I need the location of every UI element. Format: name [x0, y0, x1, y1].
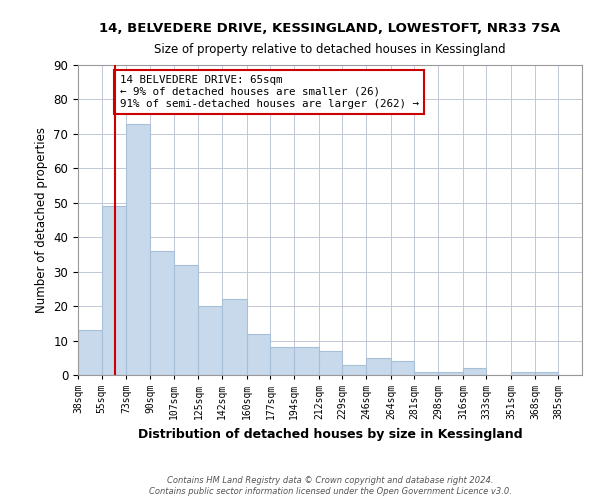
Bar — [78, 330, 101, 375]
Bar — [511, 372, 535, 375]
Y-axis label: Number of detached properties: Number of detached properties — [35, 127, 48, 313]
Text: Contains public sector information licensed under the Open Government Licence v3: Contains public sector information licen… — [149, 488, 511, 496]
Bar — [199, 306, 222, 375]
Bar — [101, 206, 127, 375]
Bar — [271, 348, 294, 375]
Text: Contains HM Land Registry data © Crown copyright and database right 2024.: Contains HM Land Registry data © Crown c… — [167, 476, 493, 485]
Bar — [127, 124, 150, 375]
Bar — [150, 251, 173, 375]
Bar — [222, 299, 247, 375]
Text: 14, BELVEDERE DRIVE, KESSINGLAND, LOWESTOFT, NR33 7SA: 14, BELVEDERE DRIVE, KESSINGLAND, LOWEST… — [100, 22, 560, 36]
Bar — [173, 265, 199, 375]
Bar — [535, 372, 559, 375]
Text: Size of property relative to detached houses in Kessingland: Size of property relative to detached ho… — [154, 42, 506, 56]
Bar — [294, 348, 319, 375]
X-axis label: Distribution of detached houses by size in Kessingland: Distribution of detached houses by size … — [137, 428, 523, 440]
Bar — [438, 372, 463, 375]
Bar — [366, 358, 391, 375]
Bar — [247, 334, 271, 375]
Bar — [415, 372, 438, 375]
Text: 14 BELVEDERE DRIVE: 65sqm
← 9% of detached houses are smaller (26)
91% of semi-d: 14 BELVEDERE DRIVE: 65sqm ← 9% of detach… — [119, 76, 419, 108]
Bar — [319, 351, 343, 375]
Bar — [463, 368, 487, 375]
Bar — [391, 361, 415, 375]
Bar — [343, 364, 366, 375]
